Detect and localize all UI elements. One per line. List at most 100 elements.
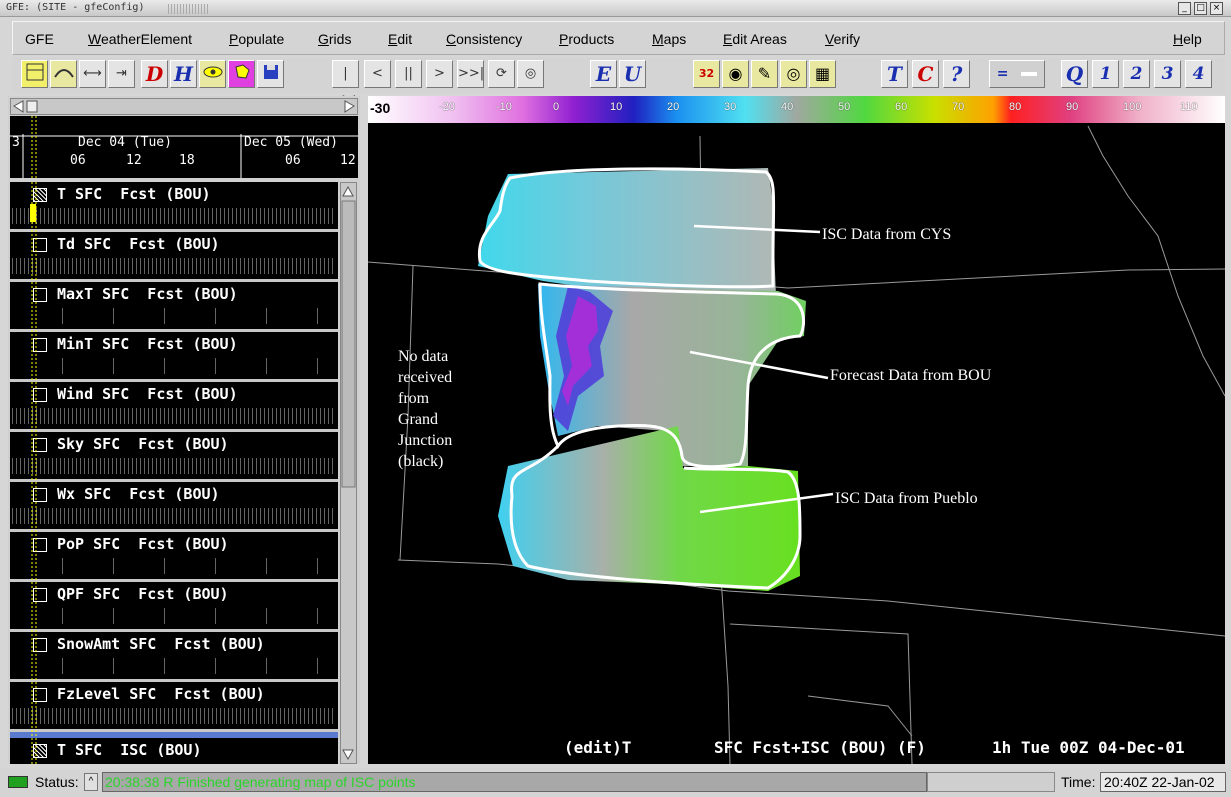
grid-checkbox[interactable] (33, 388, 47, 402)
grid-smooth-button[interactable]: ▦ (809, 60, 836, 88)
grid-timeline-strip[interactable] (12, 258, 336, 274)
grid-checkbox[interactable] (33, 188, 47, 202)
contour-button[interactable] (50, 60, 77, 88)
grid-timeline-strip[interactable] (12, 408, 336, 424)
next-frame-button[interactable]: > (426, 60, 453, 88)
grid-timeline-strip[interactable] (12, 608, 336, 624)
grid-checkbox[interactable] (33, 238, 47, 252)
menu-verify[interactable]: Verify (825, 31, 861, 47)
timeline-hour: 06 (285, 153, 301, 168)
status-history-button[interactable]: ^ (84, 773, 98, 791)
button-2[interactable]: 2 (1123, 60, 1150, 88)
pencil-icon: ✎ (757, 64, 772, 83)
pause-button[interactable]: || (395, 60, 422, 88)
prev-frame-button[interactable]: < (364, 60, 391, 88)
grid-checkbox[interactable] (33, 438, 47, 452)
grid-row[interactable]: FzLevel SFC Fcst (BOU) (10, 682, 338, 732)
grid-checkbox[interactable] (33, 488, 47, 502)
last-frame-button[interactable]: >>| (457, 60, 484, 88)
menu-gfe[interactable]: GFE (25, 31, 54, 47)
t-button[interactable]: T (881, 60, 908, 88)
grid-timeline-strip[interactable] (12, 458, 336, 474)
grid-row[interactable]: Td SFC Fcst (BOU) (10, 232, 338, 282)
grid-timeline-strip[interactable] (12, 558, 336, 574)
color-bar-tick: 0 (553, 101, 560, 113)
annotation-no-data: No data received from Grand Junction (bl… (398, 348, 453, 470)
menu-edit[interactable]: Edit (388, 31, 413, 47)
color-bar[interactable] (368, 96, 1225, 123)
expand-time-button[interactable]: ⟷ (79, 60, 106, 88)
grid-row[interactable]: MaxT SFC Fcst (BOU) (10, 282, 338, 332)
contract-time-button[interactable]: ⇥ (108, 60, 135, 88)
grid-checkbox[interactable] (33, 744, 47, 758)
loop-button[interactable]: ⟳ (488, 60, 515, 88)
u-button[interactable]: U (619, 60, 646, 88)
grid-row[interactable]: T SFC ISC (BOU) (10, 732, 338, 764)
grid-row-label: Wind SFC Fcst (BOU) (57, 385, 238, 403)
menu-populate[interactable]: Populate (229, 31, 285, 47)
grid-row[interactable]: PoP SFC Fcst (BOU) (10, 532, 338, 582)
curve-icon (53, 69, 74, 78)
save-button[interactable] (257, 60, 284, 88)
menu-weather-element[interactable]: WeatherElement (88, 31, 193, 47)
grid-checkbox[interactable] (33, 288, 47, 302)
area-select-button[interactable] (228, 60, 255, 88)
time-axis[interactable]: 3 Dec 04 (Tue) Dec 05 (Wed) 06 12 18 06 … (10, 116, 358, 178)
menu-consistency[interactable]: Consistency (446, 31, 523, 47)
time-scrollbar[interactable] (10, 98, 358, 115)
annotation-cys: ISC Data from CYS (822, 226, 952, 243)
grid-checkbox[interactable] (33, 338, 47, 352)
time-label: Time: (1061, 774, 1096, 790)
sync-button[interactable]: ◎ (517, 60, 544, 88)
equal-slider-button[interactable]: = (989, 60, 1045, 88)
grid-timeline-strip[interactable] (12, 308, 336, 324)
contour-edit-button[interactable]: ◎ (780, 60, 807, 88)
grid-row[interactable]: Wind SFC Fcst (BOU) (10, 382, 338, 432)
button-1[interactable]: 1 (1092, 60, 1119, 88)
grid-timeline-strip[interactable] (12, 658, 336, 674)
menu-grids[interactable]: Grids (318, 31, 352, 47)
grid-checkbox[interactable] (33, 588, 47, 602)
help-q-button[interactable]: ? (943, 60, 970, 88)
color-bar-tick: 10 (610, 101, 623, 113)
e-button[interactable]: E (590, 60, 617, 88)
grid-timeline-strip[interactable] (12, 508, 336, 524)
target-button[interactable]: ◉ (722, 60, 749, 88)
grid-mode-button[interactable] (21, 60, 48, 88)
grid-row[interactable]: QPF SFC Fcst (BOU) (10, 582, 338, 632)
h-button[interactable]: H (170, 60, 197, 88)
minimize-button[interactable]: _ (1178, 2, 1191, 15)
grid-list-scrollbar[interactable] (340, 182, 357, 764)
grid-timeline-strip[interactable] (12, 358, 336, 374)
button-4[interactable]: 4 (1185, 60, 1212, 88)
button-3[interactable]: 3 (1154, 60, 1181, 88)
maximize-button[interactable]: □ (1194, 2, 1207, 15)
grid-timeline-strip[interactable] (12, 708, 336, 724)
grid-timeline-strip[interactable] (12, 208, 336, 224)
grid-checkbox[interactable] (33, 638, 47, 652)
d-button[interactable]: D (141, 60, 168, 88)
grid-row[interactable]: SnowAmt SFC Fcst (BOU) (10, 632, 338, 682)
calendar-32-button[interactable]: 32 (693, 60, 720, 88)
spatial-editor-map[interactable]: -30 -20 -10 0 10 20 30 40 50 60 70 80 90 100 110 (368, 96, 1225, 764)
grid-checkbox[interactable] (33, 538, 47, 552)
q-button[interactable]: Q (1061, 60, 1088, 88)
menu-maps[interactable]: Maps (652, 31, 687, 47)
status-label: Status: (35, 774, 79, 790)
first-frame-button[interactable]: |<< (332, 60, 359, 107)
contract-arrows-icon: ⇥ (116, 66, 127, 81)
eye-button[interactable] (199, 60, 226, 88)
menu-products[interactable]: Products (559, 31, 615, 47)
menu-help[interactable]: Help (1173, 31, 1202, 47)
grid-row-label: MaxT SFC Fcst (BOU) (57, 285, 238, 303)
grid-row[interactable]: T SFC Fcst (BOU) (10, 182, 338, 232)
grid-row[interactable]: Sky SFC Fcst (BOU) (10, 432, 338, 482)
grid-row[interactable]: Wx SFC Fcst (BOU) (10, 482, 338, 532)
pencil-button[interactable]: ✎ (751, 60, 778, 88)
grid-checkbox[interactable] (33, 688, 47, 702)
grid-row-label: Td SFC Fcst (BOU) (57, 235, 220, 253)
c-button[interactable]: C (912, 60, 939, 88)
close-button[interactable]: × (1210, 2, 1223, 15)
menu-edit-areas[interactable]: Edit Areas (723, 31, 787, 47)
grid-row[interactable]: MinT SFC Fcst (BOU) (10, 332, 338, 382)
